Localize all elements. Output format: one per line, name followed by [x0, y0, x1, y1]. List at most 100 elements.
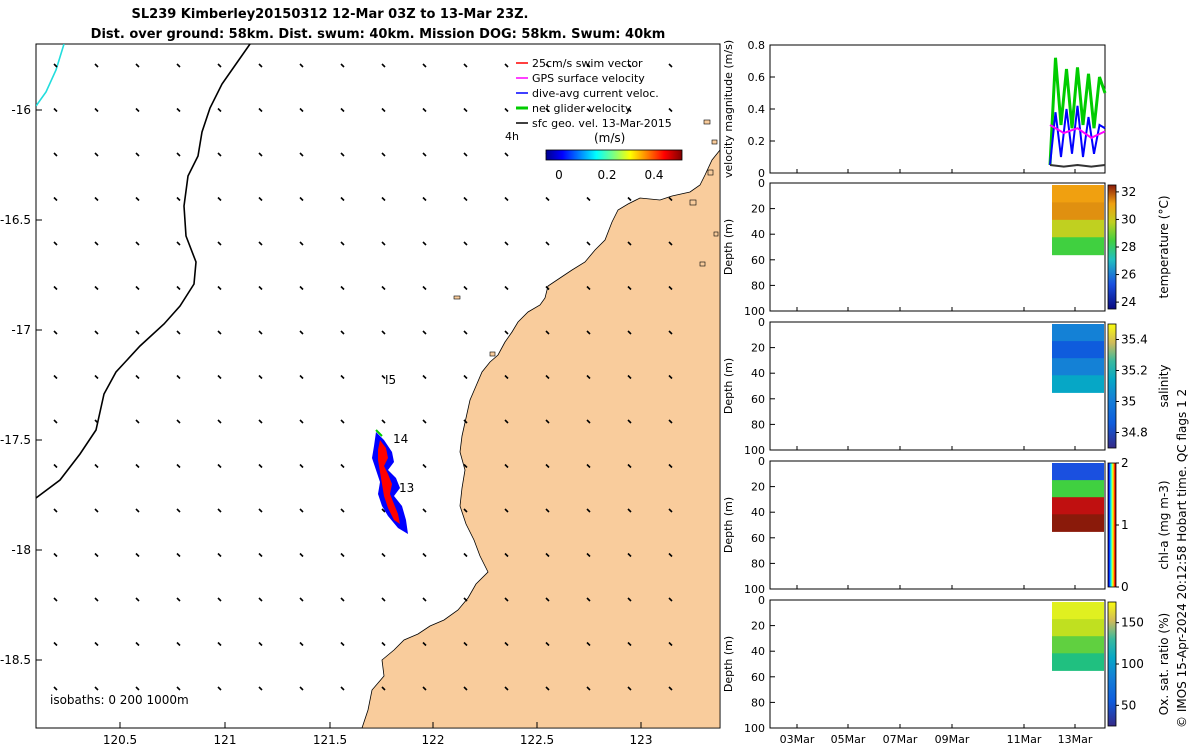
- velocity-arrow: [217, 508, 222, 513]
- y-tick-label: 20: [751, 342, 765, 355]
- velocity-arrow: [381, 330, 386, 335]
- velocity-arrow: [586, 285, 591, 291]
- velocity-arrow: [463, 152, 468, 157]
- velocity-arrow: [381, 374, 386, 380]
- velocity-arrow: [505, 732, 508, 735]
- legend-net-velocity: net glider velocity: [532, 102, 632, 115]
- velocity-arrow: [217, 374, 222, 380]
- velocity-arrow: [668, 641, 673, 647]
- velocity-arrow: [381, 552, 386, 558]
- colorbar: [1107, 323, 1117, 449]
- velocity-arrow: [299, 63, 304, 68]
- velocity-arrow: [340, 597, 345, 602]
- colorbar-tick-label: 35: [1121, 395, 1136, 409]
- velocity-arrow: [53, 241, 58, 246]
- velocity-arrow: [217, 63, 222, 68]
- velocity-arrow: [53, 63, 58, 68]
- velocity-arrow: [53, 552, 58, 558]
- velocity-arrow: [463, 597, 468, 602]
- waypoint-label: 14: [393, 432, 408, 446]
- velocity-arrow: [422, 330, 427, 335]
- series-line-dive-avg-current-veloc-: [1049, 105, 1106, 166]
- velocity-arrow: [545, 285, 550, 291]
- legend-dive-avg: dive-avg current veloc.: [532, 87, 659, 100]
- velocity-arrow: [258, 597, 263, 602]
- velocity-arrow: [258, 63, 263, 68]
- y-tick-label: 0: [758, 316, 765, 329]
- lat-tick-label: -17: [11, 323, 31, 337]
- velocity-arrow: [463, 285, 468, 291]
- velocity-arrow: [176, 597, 181, 602]
- velocity-arrow: [94, 241, 99, 246]
- velocity-arrow: [300, 732, 303, 735]
- velocity-arrow: [422, 552, 427, 558]
- velocity-arrow: [545, 686, 550, 691]
- velocity-arrow: [586, 552, 591, 558]
- velocity-arrow: [54, 732, 57, 735]
- velocity-arrow: [94, 597, 99, 602]
- heatmap-band: [1052, 375, 1104, 393]
- velocity-arrow: [627, 552, 632, 558]
- velocity-arrow: [94, 63, 99, 68]
- velocity-arrow: [381, 152, 386, 157]
- colorbar-tick-label: 35.4: [1121, 333, 1148, 347]
- velocity-arrow: [340, 63, 345, 68]
- velocity-arrow: [668, 552, 673, 558]
- velocity-arrow: [504, 463, 509, 469]
- velocity-arrow: [176, 63, 181, 68]
- velocity-arrow: [299, 196, 304, 202]
- velocity-arrow: [299, 107, 304, 113]
- velocity-arrow: [53, 330, 58, 335]
- lon-tick-label: 120.5: [103, 733, 137, 747]
- velocity-arrow: [135, 463, 140, 469]
- velocity-arrow: [258, 552, 263, 558]
- legend-gps-velocity: GPS surface velocity: [532, 72, 645, 85]
- velocity-arrow: [135, 686, 140, 691]
- velocity-arrow: [627, 641, 632, 647]
- velocity-arrow: [586, 196, 591, 202]
- velocity-arrow: [627, 463, 632, 469]
- x-tick-label: 09Mar: [935, 733, 970, 746]
- velocity-arrow: [340, 241, 345, 246]
- lat-tick-label: -16: [11, 103, 31, 117]
- velocity-arrow: [299, 597, 304, 602]
- velocity-arrow: [176, 508, 181, 513]
- velocity-arrow: [668, 686, 673, 691]
- y-axis-label: velocity magnitude (m/s): [722, 40, 735, 178]
- map-colorbar-tick: 0.4: [644, 168, 663, 182]
- velocity-arrow: [299, 552, 304, 558]
- velocity-arrow: [176, 241, 181, 246]
- velocity-arrow: [627, 196, 632, 202]
- velocity-arrow: [176, 196, 181, 202]
- velocity-arrow: [545, 374, 550, 380]
- y-tick-label: 60: [751, 393, 765, 406]
- velocity-arrow: [217, 152, 222, 157]
- velocity-arrow: [258, 330, 263, 335]
- coastline-land: [361, 149, 720, 728]
- colorbar-tick-label: 34.8: [1121, 426, 1148, 440]
- islands: [453, 119, 719, 357]
- colorbar-tick-label: 1: [1121, 518, 1129, 532]
- waypoint-label: I5: [385, 373, 396, 387]
- velocity-arrow: [463, 641, 468, 647]
- velocity-arrow: [422, 374, 427, 380]
- velocity-arrow: [135, 641, 140, 647]
- velocity-arrow: [176, 330, 181, 335]
- velocity-arrow: [504, 552, 509, 558]
- velocity-arrow: [258, 641, 263, 647]
- y-tick-label: 60: [751, 254, 765, 267]
- y-tick-label: 80: [751, 696, 765, 709]
- velocity-arrow: [340, 552, 345, 558]
- y-tick-label: 60: [751, 671, 765, 684]
- heatmap-band: [1052, 324, 1104, 342]
- velocity-arrow: [668, 419, 673, 424]
- velocity-arrow: [94, 552, 99, 558]
- velocity-arrow: [504, 107, 509, 113]
- velocity-arrow: [586, 597, 591, 602]
- velocity-arrow: [94, 686, 99, 691]
- velocity-arrow: [53, 508, 58, 513]
- velocity-arrow: [95, 732, 98, 735]
- panel-0: 0 0.2 0.4 0.6 0.8 velocity magnitude (m/s): [722, 39, 1107, 180]
- panel-2: 0 20 40 60 80 100 Depth (m) 35.4 35.2 35 34.8 salin…: [722, 316, 1171, 457]
